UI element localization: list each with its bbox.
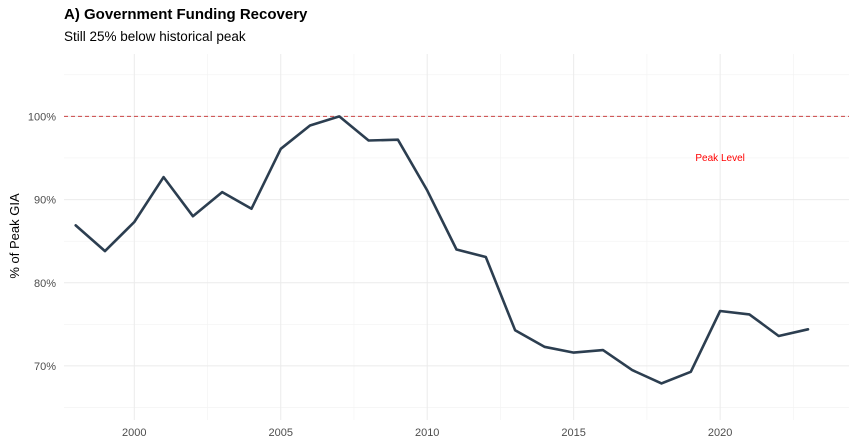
series-group	[74, 115, 810, 385]
x-tick-label: 2010	[415, 427, 439, 439]
x-tick-label: 2015	[561, 427, 585, 439]
y-tick-label: 90%	[34, 195, 56, 207]
x-axis-ticks: 2000 2005 2010 2015 2020	[122, 427, 732, 439]
y-axis-ticks: 70% 80% 90% 100%	[28, 111, 56, 373]
minor-grid	[64, 54, 849, 420]
y-tick-label: 80%	[34, 278, 56, 290]
y-tick-label: 100%	[28, 111, 56, 123]
peak-level-annotation: Peak Level	[695, 153, 744, 164]
x-tick-label: 2000	[122, 427, 146, 439]
y-axis-label: % of Peak GIA	[7, 193, 22, 279]
annotation-group: Peak Level	[695, 153, 744, 164]
x-tick-label: 2005	[269, 427, 293, 439]
y-tick-label: 70%	[34, 361, 56, 373]
chart-title: A) Government Funding Recovery	[64, 6, 308, 23]
chart-subtitle: Still 25% below historical peak	[64, 29, 246, 44]
major-grid	[64, 54, 849, 420]
x-tick-label: 2020	[708, 427, 732, 439]
series-line	[74, 115, 810, 385]
